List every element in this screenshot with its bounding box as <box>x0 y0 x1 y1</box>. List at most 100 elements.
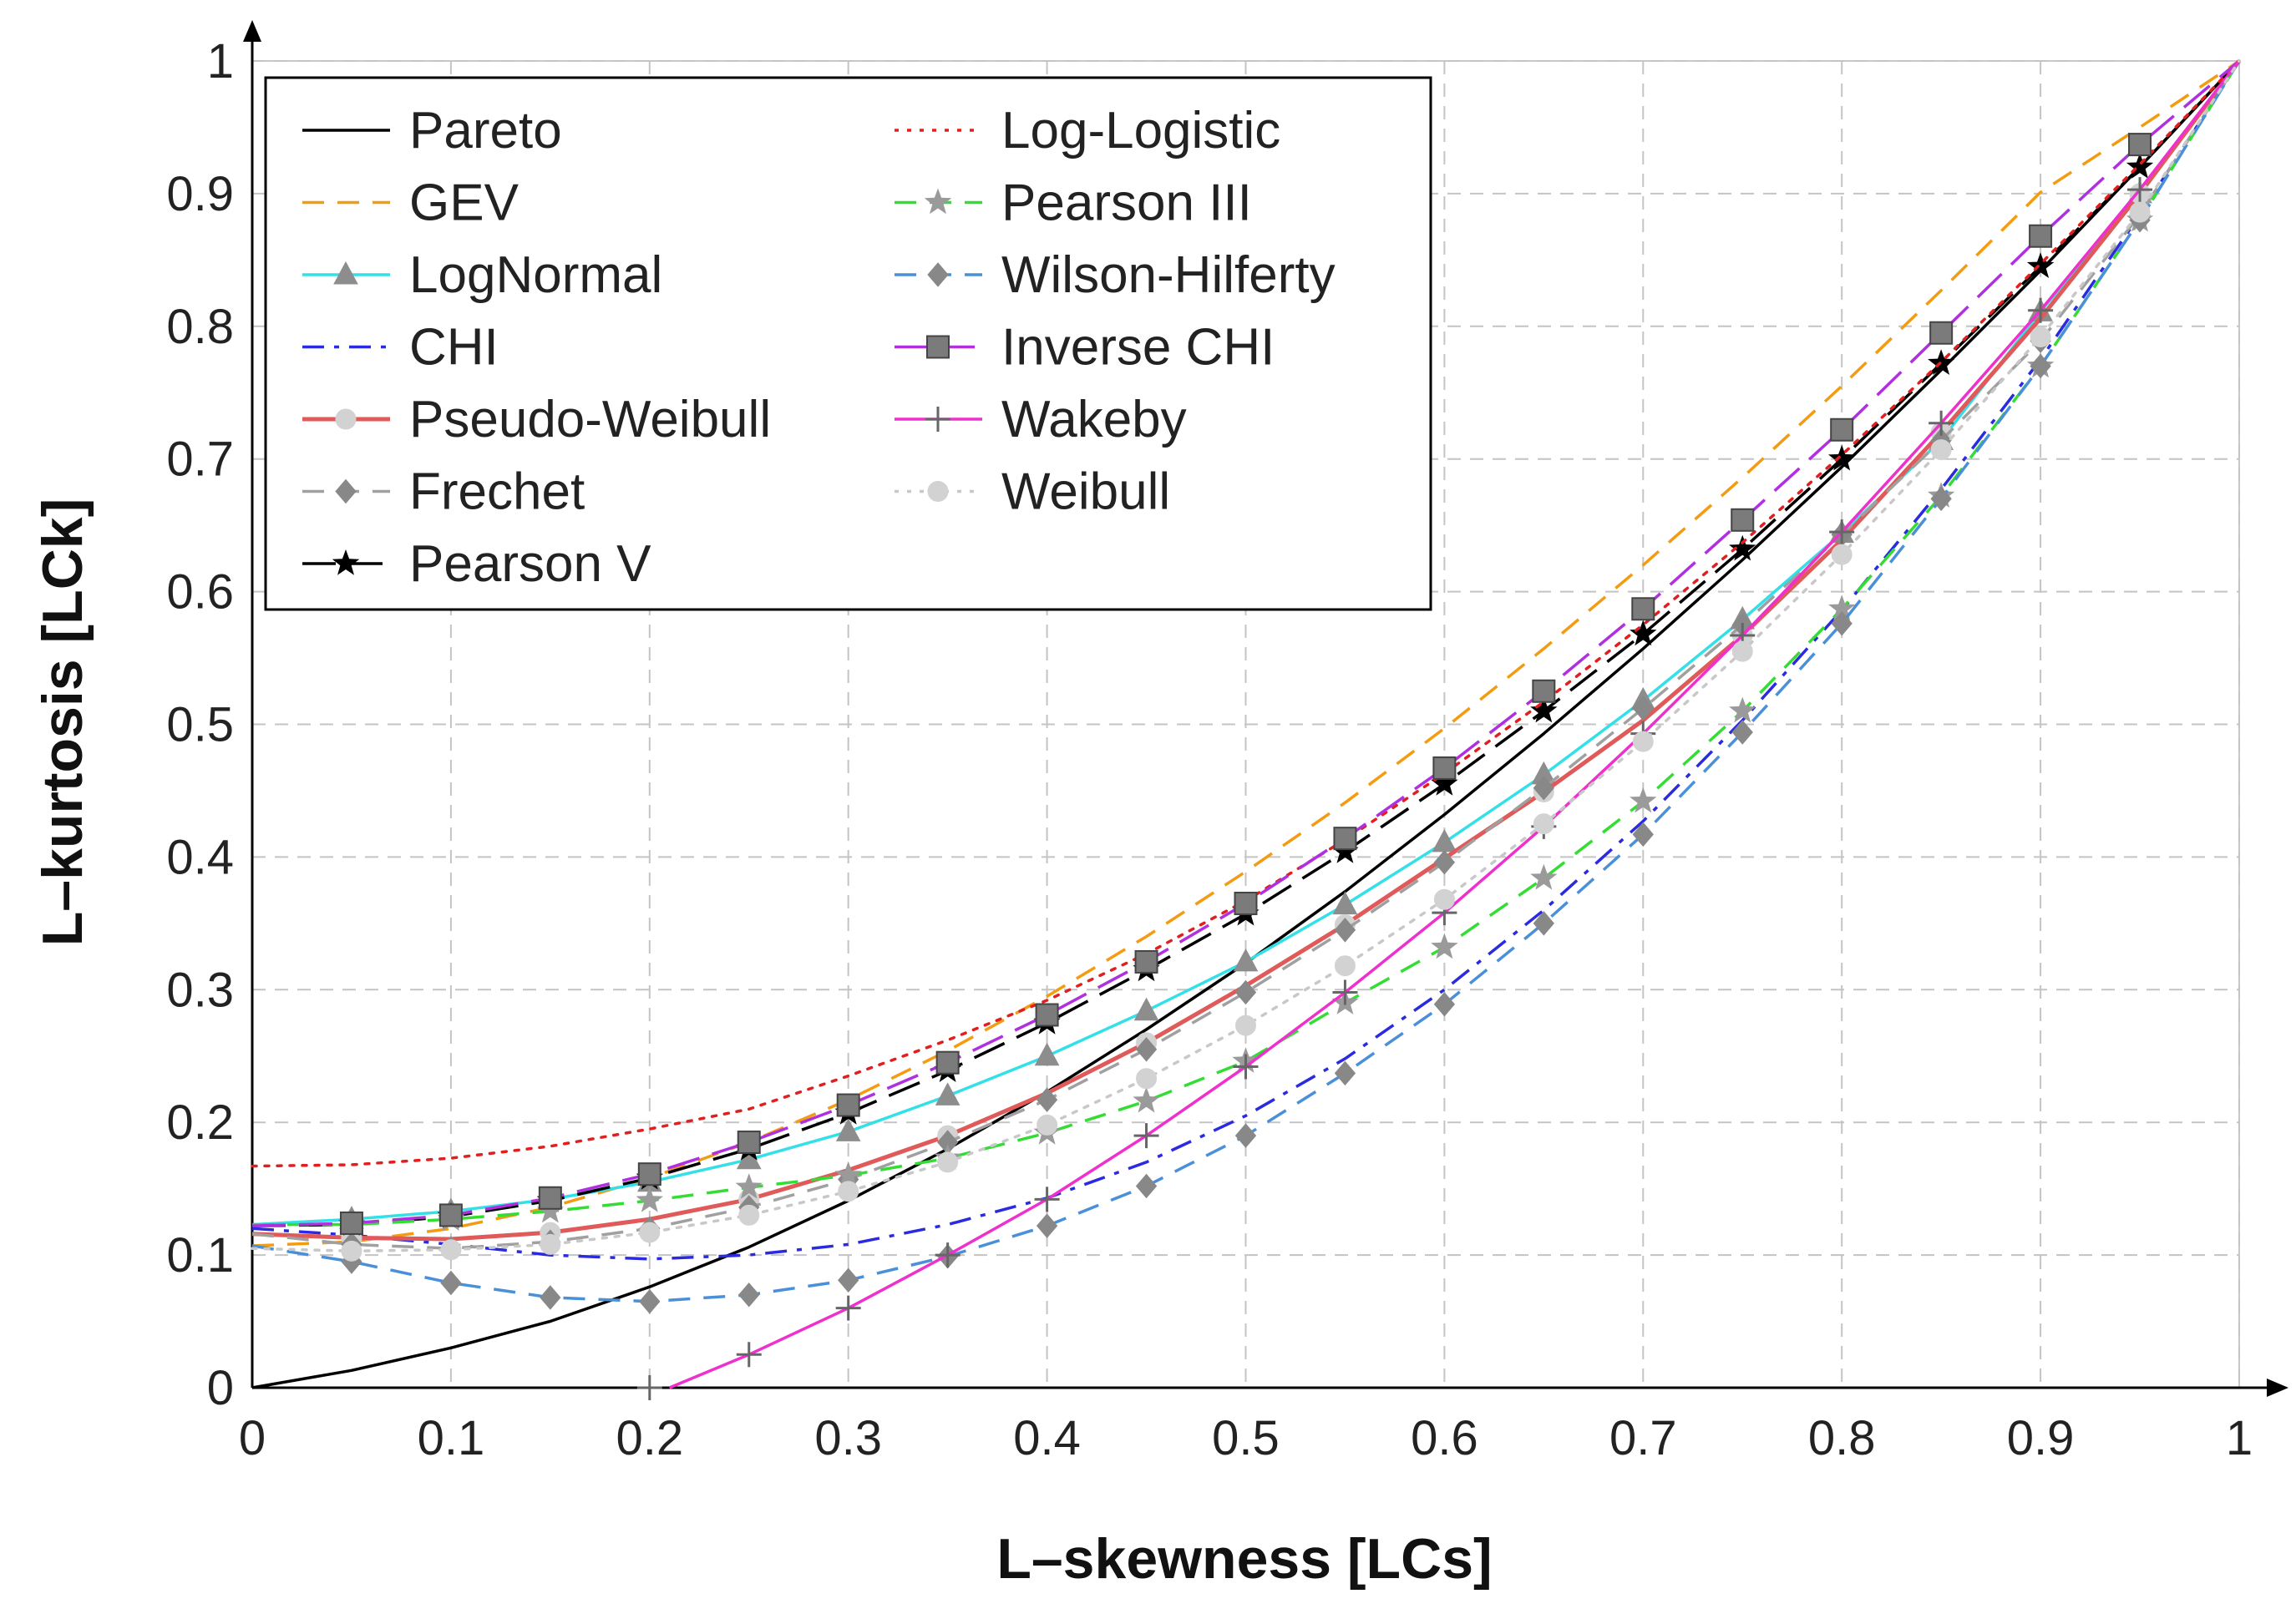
data-point-pearson-iii <box>1431 933 1458 959</box>
data-point-wilson-hilferty <box>1234 1123 1257 1148</box>
data-point-inverse-chi <box>1731 508 1755 532</box>
data-point-inverse-chi <box>637 1162 661 1186</box>
data-point-lognormal <box>1432 828 1457 853</box>
x-tick-label: 0.3 <box>814 1411 882 1465</box>
y-tick-label: 0.7 <box>166 433 234 487</box>
legend-label: Inverse CHI <box>1001 319 1275 377</box>
x-tick-label: 0.6 <box>1411 1411 1478 1465</box>
data-point-weibull <box>540 1233 561 1255</box>
x-tick-label: 0.4 <box>1013 1411 1081 1465</box>
data-point-lognormal <box>835 1118 861 1141</box>
data-point-inverse-chi <box>1432 756 1457 780</box>
legend-item-chi: CHI <box>302 319 499 377</box>
data-point-pearson-iii <box>735 1173 763 1199</box>
data-point-wilson-hilferty <box>1036 1213 1058 1238</box>
y-tick-label: 0.6 <box>166 565 234 620</box>
y-tick-label: 0 <box>207 1361 234 1415</box>
y-tick-label: 0.2 <box>166 1095 234 1150</box>
y-tick-label: 0.5 <box>166 698 234 752</box>
data-point-inverse-chi <box>836 1093 860 1117</box>
series-line-chi <box>251 60 2241 1261</box>
data-point-inverse-chi <box>438 1203 463 1227</box>
data-point-pearson-v <box>2026 252 2055 278</box>
data-point-inverse-chi <box>1631 597 1655 621</box>
data-point-pearson-iii <box>834 1161 862 1187</box>
data-point-wakeby <box>1233 1054 1259 1080</box>
data-point-weibull <box>440 1239 462 1261</box>
legend-item-pseudo-weibull: Pseudo-Weibull <box>302 391 771 448</box>
data-point-pearson-iii <box>1630 787 1657 813</box>
y-axis-title: L–kurtosis [LCk] <box>31 498 94 947</box>
y-tick-label: 0.8 <box>166 300 234 354</box>
data-point-weibull <box>1731 640 1753 662</box>
data-point-wilson-hilferty <box>1930 486 1952 512</box>
data-point-wilson-hilferty <box>1533 911 1555 936</box>
data-point-wilson-hilferty <box>1632 822 1654 847</box>
data-point-weibull <box>937 1151 959 1173</box>
legend-label: Wakeby <box>1001 391 1187 448</box>
series-line-weibull <box>251 59 2241 1253</box>
legend-marker <box>332 549 360 575</box>
data-point-weibull <box>1632 731 1654 752</box>
series-layer <box>251 59 2242 1400</box>
legend-label: Pareto <box>409 102 562 159</box>
y-tick-label: 1 <box>207 34 234 89</box>
y-tick-label: 0.3 <box>166 963 234 1017</box>
data-point-frechet <box>1632 696 1654 721</box>
data-point-weibull <box>1235 1014 1256 1036</box>
data-point-wilson-hilferty <box>738 1283 760 1308</box>
legend-label: Weibull <box>1001 463 1170 521</box>
data-point-inverse-chi <box>1830 417 1854 442</box>
y-tick-label: 0.9 <box>166 167 234 221</box>
data-point-weibull <box>639 1222 661 1243</box>
data-point-lognormal <box>1332 891 1358 915</box>
data-point-frechet <box>1433 849 1456 875</box>
axes <box>243 20 2288 1397</box>
legend-label: Frechet <box>409 463 585 521</box>
legend-item-lognormal: LogNormal <box>302 246 662 304</box>
x-tick-label: 0.7 <box>1609 1411 1677 1465</box>
data-point-lognormal <box>1233 948 1259 972</box>
data-point-inverse-chi <box>2029 224 2053 248</box>
x-tick-label: 0.9 <box>2007 1411 2075 1465</box>
legend-label: Pseudo-Weibull <box>409 391 771 448</box>
legend-label: CHI <box>409 319 499 377</box>
legend-label: Pearson III <box>1001 175 1252 232</box>
legend-box <box>264 76 1432 611</box>
legend-marker <box>925 407 950 432</box>
y-tick-label: 0.4 <box>166 830 234 884</box>
series-wilson-hilferty <box>251 60 2241 1314</box>
data-point-weibull <box>2030 326 2051 348</box>
series-line-frechet <box>251 60 2241 1250</box>
data-point-wakeby <box>1332 979 1358 1005</box>
data-point-wakeby <box>1133 1123 1159 1149</box>
data-point-lognormal <box>1034 1042 1060 1066</box>
legend-item-weibull: Weibull <box>895 463 1170 521</box>
data-point-lognormal <box>935 1082 960 1105</box>
data-point-pearson-v <box>1630 620 1657 646</box>
legend-marker <box>335 478 357 504</box>
legend-label: LogNormal <box>409 246 662 304</box>
data-point-weibull <box>1433 888 1455 910</box>
data-point-pearson-v <box>1431 770 1458 796</box>
data-point-pearson-v <box>1828 444 1856 471</box>
x-tick-label: 0.8 <box>1808 1411 1876 1465</box>
data-point-weibull <box>341 1240 362 1262</box>
data-point-inverse-chi <box>1929 321 1954 345</box>
x-tick-label: 0.2 <box>616 1411 683 1465</box>
data-point-weibull <box>738 1204 760 1226</box>
data-point-wilson-hilferty <box>440 1270 462 1296</box>
legend-item-frechet: Frechet <box>302 463 585 521</box>
data-point-pearson-iii <box>1133 1086 1160 1113</box>
data-point-frechet <box>1234 979 1257 1005</box>
legend: Pareto GEV LogNormal CHI Pseudo-Weibull Frech… <box>264 76 1432 611</box>
data-point-inverse-chi <box>737 1131 761 1155</box>
data-point-wakeby <box>2127 177 2153 203</box>
data-point-wakeby <box>1829 519 1855 545</box>
tick-labels: 0 0.1 0.2 0.3 0.4 0.5 0.6 0.7 0.8 0.9 1 0 0.1 0.2 0.3 0… <box>166 34 2253 1465</box>
series-gev <box>251 59 2240 1247</box>
x-axis-arrow <box>2267 1379 2288 1397</box>
x-tick-label: 0 <box>239 1411 266 1465</box>
data-point-inverse-chi <box>1134 949 1158 974</box>
